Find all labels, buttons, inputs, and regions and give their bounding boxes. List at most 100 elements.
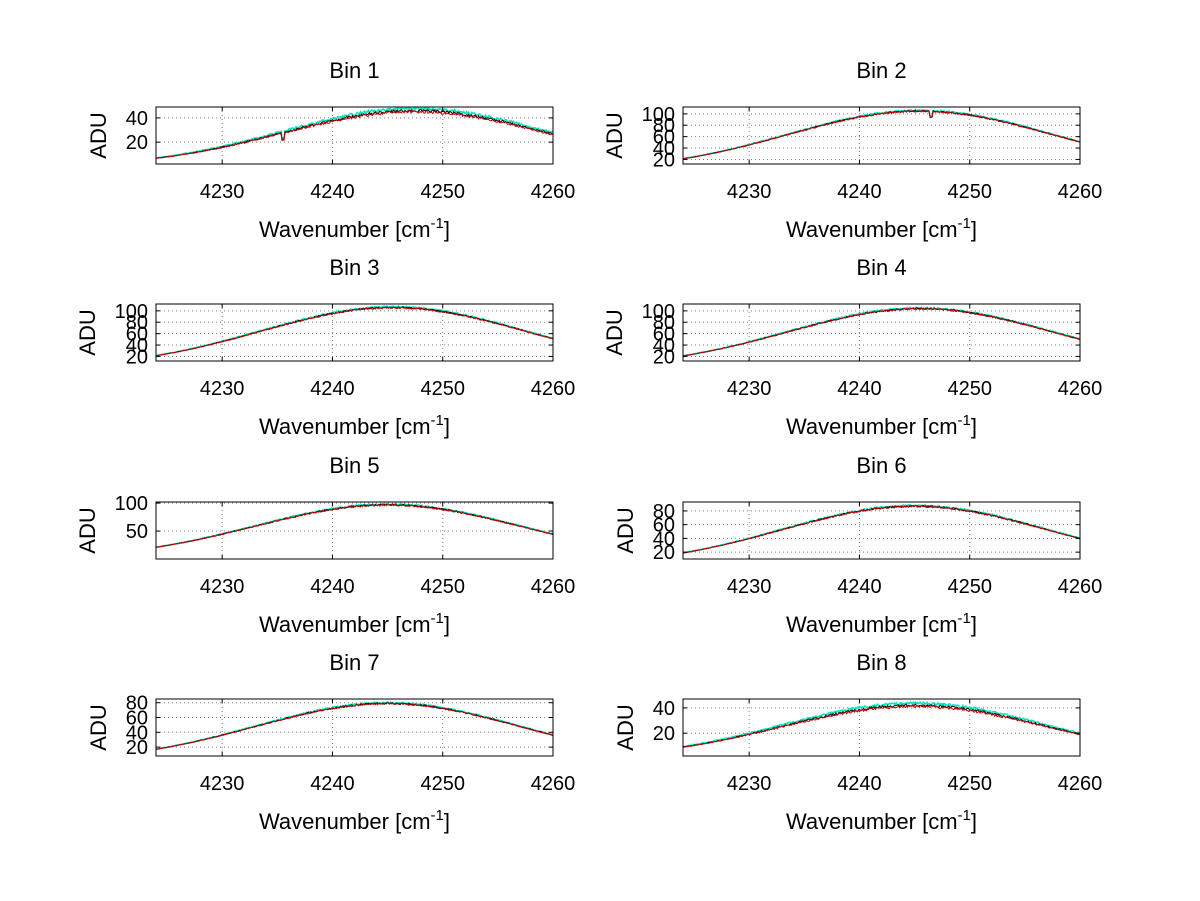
y-axis-label: ADU <box>613 507 638 553</box>
x-tick-label: 4230 <box>727 378 772 400</box>
x-tick-label: 4250 <box>947 181 992 203</box>
series-line-3 <box>156 109 553 159</box>
axes-box <box>682 501 1081 560</box>
y-tick-label: 20 <box>653 723 675 745</box>
subplot-title: Bin 1 <box>329 58 379 83</box>
x-axis-label-close: ] <box>971 217 977 242</box>
x-axis-label: Wavenumber [cm-1] <box>259 412 450 439</box>
x-axis-label-close: ] <box>971 612 977 637</box>
series-line-1 <box>156 502 553 549</box>
x-axis-label-superscript: -1 <box>431 412 444 429</box>
y-axis-label: ADU <box>613 704 638 750</box>
y-tick-label: 100 <box>642 301 675 323</box>
x-axis-label-text: Wavenumber [cm <box>786 612 958 637</box>
subplot-title: Bin 6 <box>856 453 906 478</box>
series-line-1 <box>156 305 553 357</box>
y-tick-label: 40 <box>126 335 148 357</box>
x-tick-label: 4230 <box>200 181 245 203</box>
series-lines <box>683 306 1080 357</box>
y-tick-label: 100 <box>642 104 675 126</box>
series-lines <box>156 305 553 357</box>
x-tick-label: 4230 <box>200 576 245 598</box>
series-line-3 <box>683 307 1080 357</box>
series-line-1 <box>683 306 1080 357</box>
y-tick-label: 60 <box>653 127 675 149</box>
axes-box <box>682 698 1081 757</box>
x-axis-label-text: Wavenumber [cm <box>259 809 431 834</box>
axes-box <box>155 501 554 560</box>
series-line-2 <box>683 109 1080 160</box>
x-axis-label-close: ] <box>444 612 450 637</box>
x-axis-label: Wavenumber [cm-1] <box>786 610 977 637</box>
x-axis-label-text: Wavenumber [cm <box>259 414 431 439</box>
y-tick-label: 20 <box>126 737 148 759</box>
x-axis-label-close: ] <box>444 809 450 834</box>
x-axis-label: Wavenumber [cm-1] <box>786 215 977 242</box>
y-tick-label: 60 <box>126 324 148 346</box>
x-tick-label: 4260 <box>531 773 576 795</box>
y-axis-label: ADU <box>75 507 100 553</box>
y-tick-label: 60 <box>653 324 675 346</box>
series-line-3 <box>683 704 1080 748</box>
x-axis-label-superscript: -1 <box>958 215 971 232</box>
y-axis-label: ADU <box>602 309 627 355</box>
x-tick-label: 4260 <box>1058 773 1103 795</box>
y-tick-label: 80 <box>653 115 675 137</box>
x-axis-label-close: ] <box>971 414 977 439</box>
x-tick-label: 4250 <box>420 576 465 598</box>
series-lines <box>156 502 553 549</box>
y-tick-label: 80 <box>653 501 675 523</box>
x-tick-label: 4260 <box>531 576 576 598</box>
series-line-1 <box>156 700 553 750</box>
x-tick-label: 4260 <box>531 181 576 203</box>
x-axis-label-close: ] <box>444 414 450 439</box>
subplot-title: Bin 5 <box>329 453 379 478</box>
series-line-2 <box>156 503 553 548</box>
x-axis-label-superscript: -1 <box>958 807 971 824</box>
series-line-2 <box>156 108 553 159</box>
x-tick-label: 4250 <box>420 773 465 795</box>
series-lines <box>683 700 1080 748</box>
x-axis-label-text: Wavenumber [cm <box>259 612 431 637</box>
subplot-title: Bin 3 <box>329 255 379 280</box>
y-tick-label: 60 <box>126 708 148 730</box>
series-line-2 <box>683 307 1080 357</box>
y-tick-label: 20 <box>653 346 675 368</box>
x-tick-label: 4240 <box>310 576 355 598</box>
x-tick-label: 4260 <box>1058 181 1103 203</box>
subplot-title: Bin 7 <box>329 650 379 675</box>
x-axis-label-superscript: -1 <box>431 215 444 232</box>
x-tick-label: 4250 <box>947 773 992 795</box>
y-axis-label: ADU <box>86 704 111 750</box>
series-line-1 <box>156 107 553 159</box>
series-lines <box>683 108 1080 160</box>
series-lines <box>156 107 553 159</box>
y-tick-label: 60 <box>653 515 675 537</box>
x-tick-label: 4250 <box>947 378 992 400</box>
x-axis-label-text: Wavenumber [cm <box>259 217 431 242</box>
series-line-1 <box>683 700 1080 748</box>
subplot-5: Bin 5 4230 4240 4250 4260 50 100 Wavenumber [cm… <box>75 453 575 637</box>
y-tick-label: 80 <box>653 312 675 334</box>
x-axis-label-close: ] <box>444 217 450 242</box>
y-axis-label: ADU <box>602 112 627 158</box>
y-tick-label: 40 <box>126 108 148 130</box>
y-tick-label: 40 <box>653 698 675 720</box>
x-tick-label: 4230 <box>727 181 772 203</box>
x-axis-label: Wavenumber [cm-1] <box>259 610 450 637</box>
series-lines <box>156 700 553 750</box>
axes-box <box>155 303 554 362</box>
y-axis-label: ADU <box>86 112 111 158</box>
x-axis-label-close: ] <box>971 809 977 834</box>
y-tick-label: 80 <box>126 312 148 334</box>
y-tick-label: 100 <box>115 493 148 515</box>
subplot-title: Bin 2 <box>856 58 906 83</box>
y-tick-label: 40 <box>653 138 675 160</box>
y-tick-label: 20 <box>126 132 148 154</box>
x-axis-label-superscript: -1 <box>431 807 444 824</box>
series-line-1 <box>683 503 1080 554</box>
